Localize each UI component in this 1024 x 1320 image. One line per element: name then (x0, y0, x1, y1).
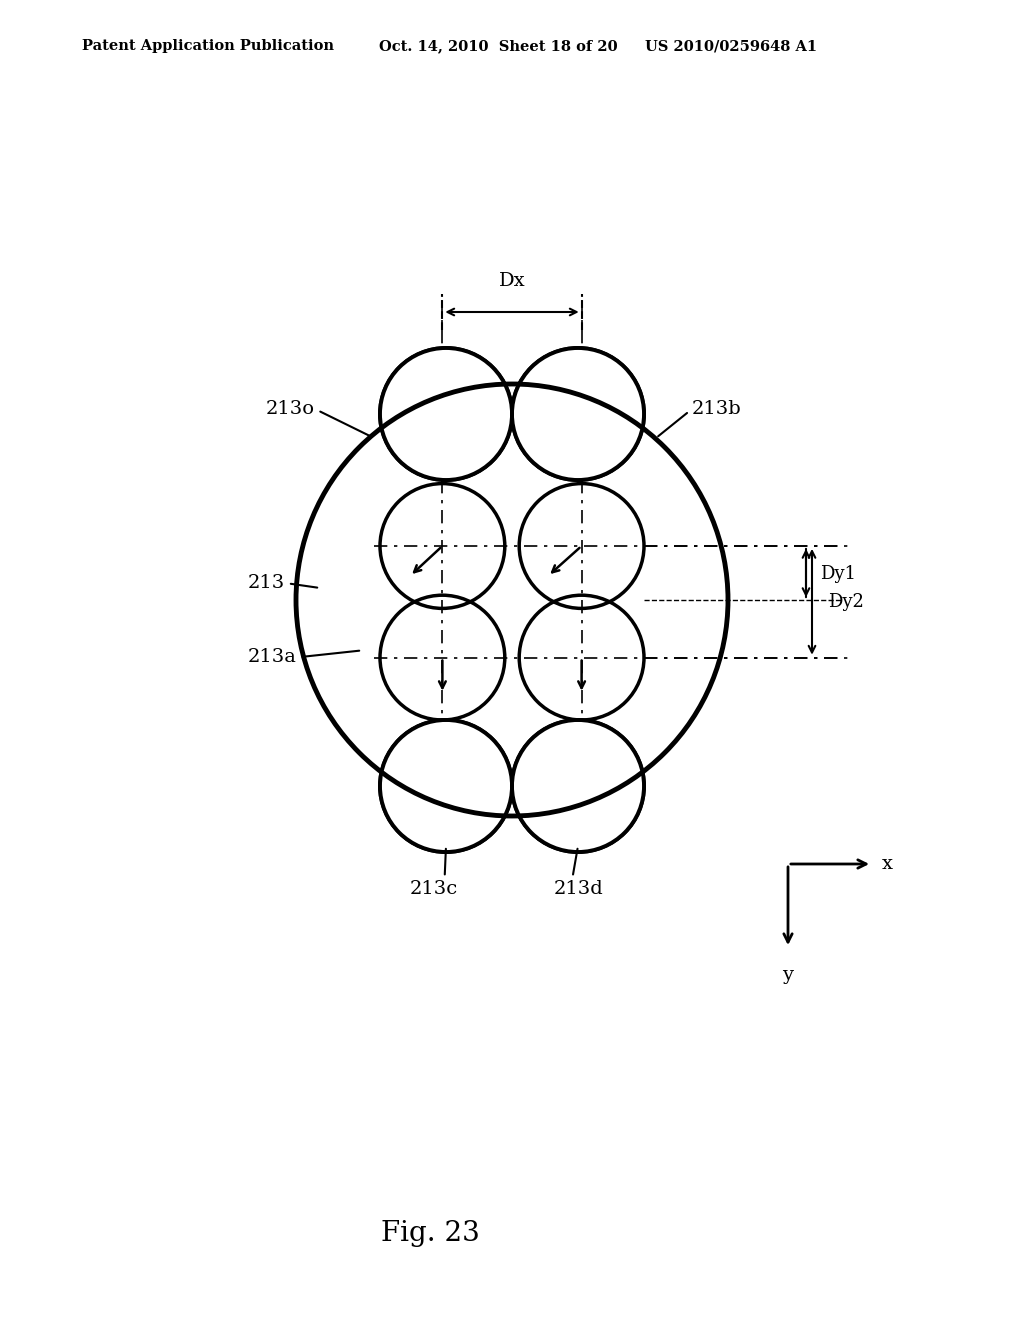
Circle shape (512, 719, 644, 851)
Text: Fig. 23: Fig. 23 (381, 1220, 479, 1247)
Text: 213a: 213a (248, 648, 359, 667)
Text: Dy2: Dy2 (827, 594, 863, 611)
Text: Patent Application Publication: Patent Application Publication (82, 40, 334, 53)
Text: 213: 213 (248, 574, 317, 591)
Text: 213o: 213o (266, 400, 372, 437)
Circle shape (380, 348, 512, 480)
Circle shape (512, 348, 644, 480)
Text: Dx: Dx (499, 272, 525, 290)
Circle shape (380, 719, 512, 851)
Text: Oct. 14, 2010  Sheet 18 of 20: Oct. 14, 2010 Sheet 18 of 20 (379, 40, 617, 53)
Text: x: x (882, 855, 893, 873)
Text: 213d: 213d (554, 849, 604, 898)
Text: 213c: 213c (410, 849, 459, 898)
Text: US 2010/0259648 A1: US 2010/0259648 A1 (645, 40, 817, 53)
Text: 213b: 213b (658, 400, 741, 436)
Text: y: y (782, 966, 794, 983)
Text: Dy1: Dy1 (820, 565, 856, 582)
